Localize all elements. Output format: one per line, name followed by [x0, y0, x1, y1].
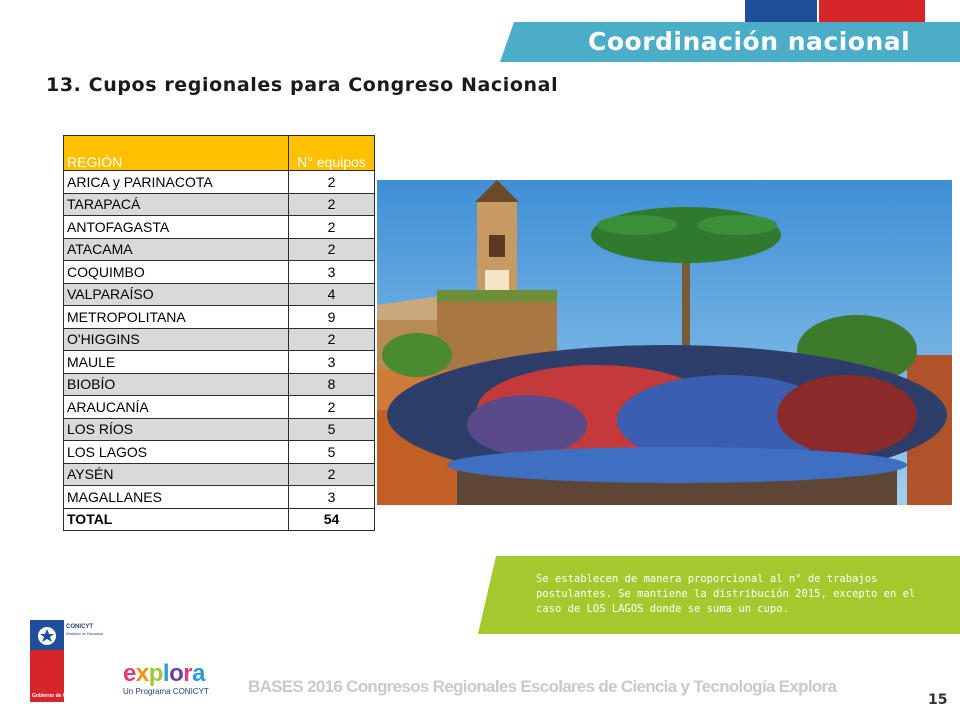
team-count: 2	[288, 237, 375, 261]
table-body: ARICA y PARINACOTA 2 TARAPACÁ 2 ANTOFAGASTA 2…	[63, 170, 375, 531]
team-count: 3	[288, 350, 375, 374]
region-name: MAGALLANES	[63, 485, 289, 509]
team-count: 2	[288, 395, 375, 419]
header-banner	[500, 22, 960, 62]
team-count: 4	[288, 282, 375, 306]
team-count: 2	[288, 462, 375, 486]
group-photo	[377, 180, 952, 505]
explora-logo: explora Un Programa CONICYT	[123, 660, 209, 697]
slide-subtitle: 13. Cupos regionales para Congreso Nacio…	[46, 74, 559, 96]
table-row: LOS RÍOS 5	[63, 417, 375, 441]
team-count: 2	[288, 192, 375, 216]
gov-logo-line1: CONICYT	[66, 624, 93, 630]
team-count: 5	[288, 417, 375, 441]
group-photo-illustration	[377, 180, 952, 505]
gov-logo-bottom: Gobierno de Chile	[32, 693, 75, 699]
region-name: TARAPACÁ	[63, 192, 289, 216]
column-header-count: N° equipos	[288, 135, 375, 171]
region-name: LOS LAGOS	[63, 440, 289, 464]
region-name: O'HIGGINS	[63, 327, 289, 351]
flag-blue-stripe	[745, 0, 817, 22]
regions-table: REGIÓN N° equipos ARICA y PARINACOTA 2 TAR…	[63, 135, 375, 531]
table-row: VALPARAÍSO 4	[63, 282, 375, 306]
table-row: ARAUCANÍA 2	[63, 395, 375, 419]
total-value: 54	[288, 507, 375, 531]
table-row: MAULE 3	[63, 350, 375, 374]
team-count: 2	[288, 170, 375, 194]
team-count: 2	[288, 327, 375, 351]
team-count: 3	[288, 485, 375, 509]
explora-wordmark: explora	[123, 660, 205, 687]
region-name: VALPARAÍSO	[63, 282, 289, 306]
header-title: Coordinación nacional	[588, 27, 911, 56]
team-count: 8	[288, 372, 375, 396]
gov-logo-line2: Ministerio de Educación	[66, 632, 103, 636]
table-row: AYSÉN 2	[63, 462, 375, 486]
column-header-region: REGIÓN	[63, 135, 289, 171]
region-name: MAULE	[63, 350, 289, 374]
region-name: METROPOLITANA	[63, 305, 289, 329]
team-count: 5	[288, 440, 375, 464]
region-name: LOS RÍOS	[63, 417, 289, 441]
note-text: Se establecen de manera proporcional al …	[536, 573, 916, 615]
table-row: MAGALLANES 3	[63, 485, 375, 509]
team-count: 9	[288, 305, 375, 329]
explora-subtitle: Un Programa CONICYT	[123, 687, 209, 696]
table-row: LOS LAGOS 5	[63, 440, 375, 464]
team-count: 3	[288, 260, 375, 284]
note-box	[478, 556, 960, 634]
flag-red-stripe	[819, 0, 925, 22]
region-name: AYSÉN	[63, 462, 289, 486]
gobierno-de-chile-logo: CONICYT Ministerio de Educación Gobierno…	[30, 620, 114, 702]
region-name: COQUIMBO	[63, 260, 289, 284]
table-row: TARAPACÁ 2	[63, 192, 375, 216]
region-name: ARAUCANÍA	[63, 395, 289, 419]
total-row: TOTAL 54	[63, 507, 375, 531]
table-row: BIOBÍO 8	[63, 372, 375, 396]
region-name: BIOBÍO	[63, 372, 289, 396]
table-row: ATACAMA 2	[63, 237, 375, 261]
team-count: 2	[288, 215, 375, 239]
gov-logo-graphic: CONICYT Ministerio de Educación Gobierno…	[30, 620, 114, 702]
table-row: O'HIGGINS 2	[63, 327, 375, 351]
footer-text: BASES 2016 Congresos Regionales Escolare…	[248, 677, 837, 696]
table-row: COQUIMBO 3	[63, 260, 375, 284]
region-name: ARICA y PARINACOTA	[63, 170, 289, 194]
table-row: ARICA y PARINACOTA 2	[63, 170, 375, 194]
table-row: ANTOFAGASTA 2	[63, 215, 375, 239]
total-label: TOTAL	[63, 507, 289, 531]
region-name: ANTOFAGASTA	[63, 215, 289, 239]
region-name: ATACAMA	[63, 237, 289, 261]
page-number: 15	[928, 692, 948, 708]
table-row: METROPOLITANA 9	[63, 305, 375, 329]
